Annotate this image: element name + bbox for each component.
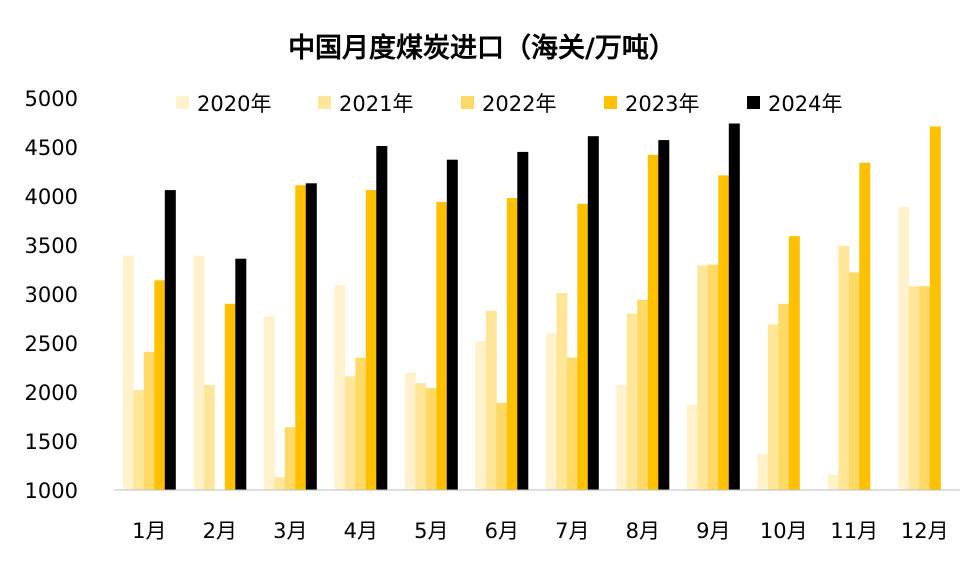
- x-tick-label: 12月: [901, 519, 949, 543]
- bar-1-0: [133, 390, 145, 490]
- legend-swatch: [604, 96, 617, 109]
- bar-2-6: [566, 357, 578, 490]
- bar-1-6: [556, 293, 568, 490]
- bar-1-10: [838, 246, 850, 490]
- legend-label: 2024年: [768, 92, 842, 116]
- x-tick-label: 8月: [626, 519, 660, 543]
- y-tick-label: 2500: [25, 332, 78, 356]
- bars: [122, 123, 941, 491]
- bar-2-2: [284, 427, 296, 490]
- legend-label: 2023年: [625, 92, 699, 116]
- bar-0-8: [686, 404, 698, 490]
- legend-label: 2022年: [482, 92, 556, 116]
- x-tick-label: 7月: [555, 519, 589, 543]
- y-tick-label: 3000: [25, 283, 78, 307]
- bar-3-5: [506, 198, 518, 490]
- bar-0-11: [898, 206, 910, 491]
- bar-0-6: [545, 333, 557, 490]
- bar-3-0: [154, 280, 166, 490]
- y-axis: 1000 1500 2000 2500 3000 3500 4000 4500 5000: [25, 87, 78, 503]
- bar-4-1: [235, 258, 247, 490]
- y-tick-label: 3500: [25, 234, 78, 258]
- bar-2-5: [496, 402, 508, 490]
- y-tick-label: 1500: [25, 430, 78, 454]
- bar-4-5: [517, 151, 529, 490]
- y-tick-label: 1000: [25, 479, 78, 503]
- bar-4-6: [587, 136, 599, 490]
- bar-3-3: [365, 190, 377, 490]
- x-tick-label: 6月: [485, 519, 519, 543]
- bar-2-9: [778, 303, 790, 490]
- bar-3-7: [647, 154, 659, 491]
- legend-swatch: [747, 96, 760, 109]
- bar-4-2: [305, 183, 317, 491]
- bar-1-11: [908, 286, 920, 490]
- x-tick-label: 10月: [760, 519, 808, 543]
- bar-2-0: [143, 351, 155, 490]
- bar-1-8: [697, 265, 709, 490]
- bar-0-5: [475, 341, 487, 490]
- y-tick-label: 2000: [25, 381, 78, 405]
- bar-0-3: [334, 285, 346, 490]
- bar-2-3: [355, 357, 367, 490]
- bar-4-7: [658, 140, 670, 490]
- x-tick-label: 3月: [273, 519, 307, 543]
- y-tick-label: 4000: [25, 185, 78, 209]
- bar-0-4: [404, 372, 416, 490]
- bar-3-11: [929, 126, 941, 491]
- bar-1-4: [415, 383, 427, 490]
- y-tick-label: 5000: [25, 87, 78, 111]
- bar-0-1: [193, 255, 205, 490]
- x-tick-label: 1月: [132, 519, 166, 543]
- bar-4-3: [376, 146, 388, 490]
- bar-1-7: [626, 313, 638, 490]
- bar-2-8: [707, 264, 719, 490]
- legend-swatch: [176, 96, 189, 109]
- bar-1-1: [203, 385, 215, 490]
- bar-1-9: [767, 324, 779, 490]
- x-tick-label: 9月: [696, 519, 730, 543]
- bar-0-10: [827, 474, 839, 490]
- legend-swatch: [318, 96, 331, 109]
- legend-label: 2020年: [197, 92, 271, 116]
- bar-3-1: [224, 303, 236, 490]
- bar-2-4: [425, 388, 437, 490]
- legend-label: 2021年: [339, 92, 413, 116]
- bar-4-8: [728, 123, 740, 490]
- legend: 2020年 2021年 2022年 2023年 2024年: [176, 92, 842, 116]
- bar-0-9: [757, 453, 769, 490]
- bar-1-2: [274, 477, 286, 490]
- y-tick-label: 4500: [25, 136, 78, 160]
- bar-0-7: [616, 385, 628, 490]
- bar-3-8: [718, 175, 730, 490]
- legend-swatch: [461, 96, 474, 109]
- bar-3-2: [295, 185, 307, 490]
- bar-0-0: [122, 255, 134, 490]
- bar-1-5: [485, 310, 497, 490]
- bar-0-2: [263, 316, 275, 490]
- bar-3-9: [788, 236, 800, 490]
- bar-2-7: [637, 299, 649, 490]
- bar-4-0: [164, 190, 176, 490]
- bar-2-10: [848, 272, 860, 490]
- x-tick-label: 2月: [203, 519, 237, 543]
- x-tick-label: 5月: [414, 519, 448, 543]
- bar-4-4: [446, 159, 458, 490]
- x-axis: 1月 2月 3月 4月 5月 6月 7月 8月 9月 10月 11月 12月: [132, 519, 949, 543]
- chart-title: 中国月度煤炭进口（海关/万吨）: [288, 32, 676, 64]
- bar-2-11: [919, 286, 931, 490]
- x-tick-label: 11月: [830, 519, 878, 543]
- bar-3-10: [859, 162, 871, 490]
- bar-3-4: [436, 201, 448, 490]
- x-tick-label: 4月: [344, 519, 378, 543]
- bar-3-6: [577, 203, 589, 491]
- bar-1-3: [344, 376, 356, 490]
